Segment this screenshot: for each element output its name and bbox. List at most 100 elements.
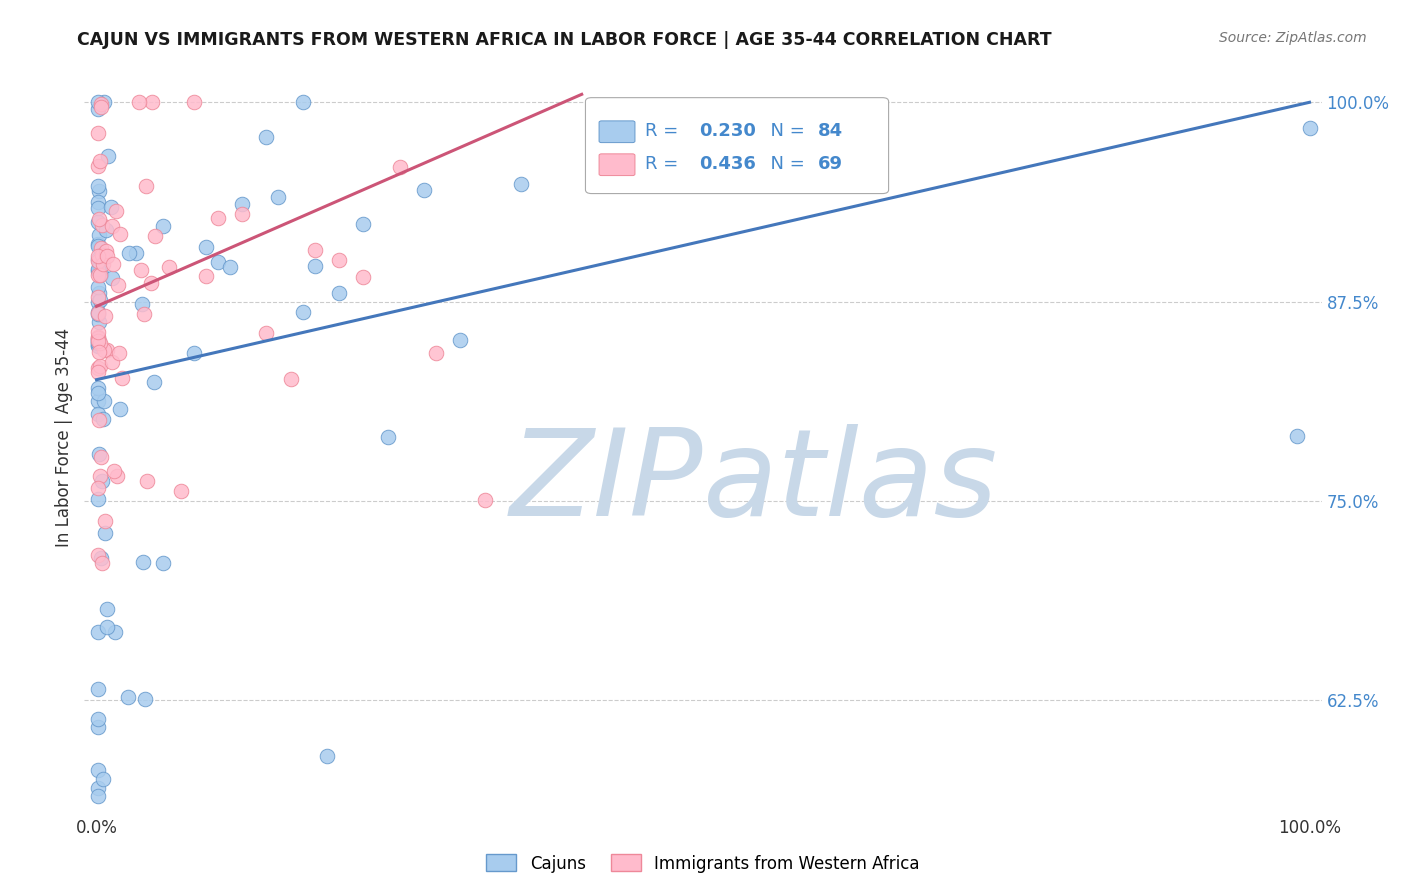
Y-axis label: In Labor Force | Age 35-44: In Labor Force | Age 35-44 bbox=[55, 327, 73, 547]
Text: R =: R = bbox=[645, 122, 683, 140]
Point bbox=[388, 160, 411, 174]
Point bbox=[93, 310, 115, 324]
Point bbox=[139, 276, 162, 290]
Point bbox=[101, 355, 124, 369]
Point bbox=[328, 253, 350, 268]
Point bbox=[96, 249, 118, 263]
Point bbox=[377, 430, 399, 444]
Point bbox=[86, 365, 108, 379]
Point bbox=[136, 474, 159, 488]
Point bbox=[90, 450, 112, 464]
Point bbox=[128, 95, 150, 110]
Point bbox=[86, 337, 108, 351]
Point bbox=[86, 408, 108, 422]
Point bbox=[86, 712, 108, 726]
Point bbox=[87, 264, 110, 278]
Point bbox=[86, 333, 108, 347]
Point bbox=[89, 359, 111, 373]
Point bbox=[86, 780, 108, 795]
Point bbox=[131, 297, 153, 311]
Point bbox=[91, 412, 114, 426]
Point bbox=[86, 681, 108, 696]
Point bbox=[89, 227, 111, 242]
Point bbox=[231, 206, 253, 220]
FancyBboxPatch shape bbox=[599, 121, 636, 143]
Legend: Cajuns, Immigrants from Western Africa: Cajuns, Immigrants from Western Africa bbox=[479, 847, 927, 880]
Point bbox=[86, 102, 108, 116]
Point bbox=[89, 412, 111, 426]
Point bbox=[352, 218, 374, 232]
Point bbox=[129, 262, 152, 277]
Point bbox=[94, 526, 117, 541]
Point bbox=[105, 203, 128, 218]
Point bbox=[89, 184, 111, 198]
Point bbox=[111, 370, 134, 384]
Text: ZIP: ZIP bbox=[509, 424, 703, 541]
Text: 69: 69 bbox=[818, 155, 844, 173]
Point bbox=[104, 624, 127, 639]
Point bbox=[141, 95, 163, 110]
Point bbox=[267, 190, 290, 204]
Point bbox=[86, 280, 108, 294]
Point bbox=[108, 345, 131, 359]
FancyBboxPatch shape bbox=[599, 153, 636, 176]
Point bbox=[86, 305, 108, 319]
Point bbox=[87, 332, 110, 346]
Point bbox=[90, 219, 112, 233]
Point bbox=[87, 215, 110, 229]
Point bbox=[86, 492, 108, 507]
Point bbox=[89, 469, 111, 483]
Point bbox=[125, 245, 148, 260]
Point bbox=[86, 179, 108, 194]
Text: atlas: atlas bbox=[703, 424, 998, 541]
Point bbox=[207, 211, 229, 226]
Point bbox=[170, 483, 193, 498]
Point bbox=[86, 481, 108, 495]
Point bbox=[87, 331, 110, 345]
Point bbox=[86, 330, 108, 344]
Point bbox=[86, 393, 108, 408]
Point bbox=[86, 325, 108, 339]
Point bbox=[107, 278, 129, 293]
Point bbox=[105, 469, 128, 483]
Point bbox=[93, 772, 115, 786]
Point bbox=[86, 95, 108, 110]
Point bbox=[87, 764, 110, 778]
Point bbox=[89, 315, 111, 329]
Point bbox=[90, 474, 112, 488]
Point bbox=[91, 257, 114, 271]
Point bbox=[91, 248, 114, 262]
Point bbox=[90, 267, 112, 281]
Text: 0.230: 0.230 bbox=[699, 122, 756, 140]
Point bbox=[101, 271, 124, 285]
Point bbox=[86, 306, 108, 320]
Point bbox=[86, 195, 108, 210]
Point bbox=[86, 239, 108, 253]
Point bbox=[87, 335, 110, 350]
Point bbox=[86, 339, 108, 353]
Point bbox=[87, 212, 110, 227]
Point bbox=[134, 692, 156, 706]
Point bbox=[86, 252, 108, 266]
Point bbox=[86, 334, 108, 349]
Point bbox=[143, 376, 166, 390]
Text: 84: 84 bbox=[818, 122, 844, 140]
Point bbox=[93, 95, 115, 110]
Point bbox=[304, 260, 326, 274]
Point bbox=[152, 556, 174, 570]
Point bbox=[86, 548, 108, 562]
Point bbox=[143, 228, 166, 243]
Point bbox=[1286, 429, 1309, 443]
Point bbox=[89, 345, 111, 359]
Point bbox=[108, 227, 131, 241]
Point bbox=[87, 381, 110, 395]
Point bbox=[87, 334, 110, 349]
Point bbox=[101, 257, 124, 271]
Point bbox=[86, 126, 108, 140]
Point bbox=[254, 130, 277, 145]
Point bbox=[117, 690, 139, 705]
Point bbox=[86, 295, 108, 310]
Point bbox=[474, 493, 496, 508]
Point bbox=[91, 556, 114, 570]
Point bbox=[96, 602, 118, 616]
